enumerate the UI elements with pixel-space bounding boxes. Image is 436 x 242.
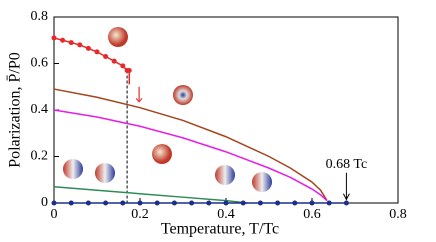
marker bbox=[120, 200, 126, 206]
marker bbox=[223, 200, 229, 206]
x-axis-label: Temperature, T/Tc bbox=[161, 221, 279, 238]
marker bbox=[60, 37, 66, 43]
marker bbox=[206, 200, 212, 206]
marker bbox=[154, 200, 160, 206]
marker bbox=[120, 63, 126, 69]
marker bbox=[103, 54, 109, 60]
annotation-arrow-head bbox=[342, 193, 350, 201]
marker bbox=[343, 200, 349, 206]
marker bbox=[171, 200, 177, 206]
marker bbox=[189, 200, 195, 206]
marker bbox=[257, 200, 263, 206]
marker bbox=[85, 45, 91, 51]
marker bbox=[51, 200, 57, 206]
marker bbox=[292, 200, 298, 206]
y-axis-label: Polarization, P̄/P0 bbox=[7, 52, 24, 168]
marker bbox=[68, 200, 74, 206]
marker bbox=[94, 49, 100, 55]
annotation: 0.68 Tc bbox=[326, 157, 368, 172]
marker bbox=[51, 35, 57, 41]
marker bbox=[103, 200, 109, 206]
series-line bbox=[53, 88, 328, 202]
x-tick-label: 0 bbox=[51, 207, 58, 222]
x-tick-label: 0.6 bbox=[303, 207, 321, 222]
x-tick-label: 0.8 bbox=[389, 207, 407, 222]
illustrations bbox=[63, 27, 272, 192]
y-tick-label: 0.8 bbox=[31, 9, 49, 24]
marker bbox=[126, 67, 132, 73]
series-line bbox=[53, 185, 248, 204]
y-tick-label: 0.2 bbox=[31, 149, 49, 164]
arrow-head bbox=[135, 98, 143, 103]
y-tick-label: 0.4 bbox=[31, 102, 49, 117]
marker bbox=[240, 200, 246, 206]
marker bbox=[137, 200, 143, 206]
marker bbox=[326, 200, 332, 206]
marker bbox=[309, 200, 315, 206]
y-tick-label: 0 bbox=[41, 195, 48, 210]
series-line bbox=[53, 109, 328, 202]
marker bbox=[275, 200, 281, 206]
marker bbox=[85, 200, 91, 206]
marker bbox=[77, 42, 83, 48]
x-tick-label: 0.2 bbox=[131, 207, 149, 222]
marker bbox=[111, 58, 117, 64]
y-tick-label: 0.6 bbox=[31, 56, 49, 71]
x-tick-label: 0.4 bbox=[217, 207, 235, 222]
marker bbox=[68, 40, 74, 46]
